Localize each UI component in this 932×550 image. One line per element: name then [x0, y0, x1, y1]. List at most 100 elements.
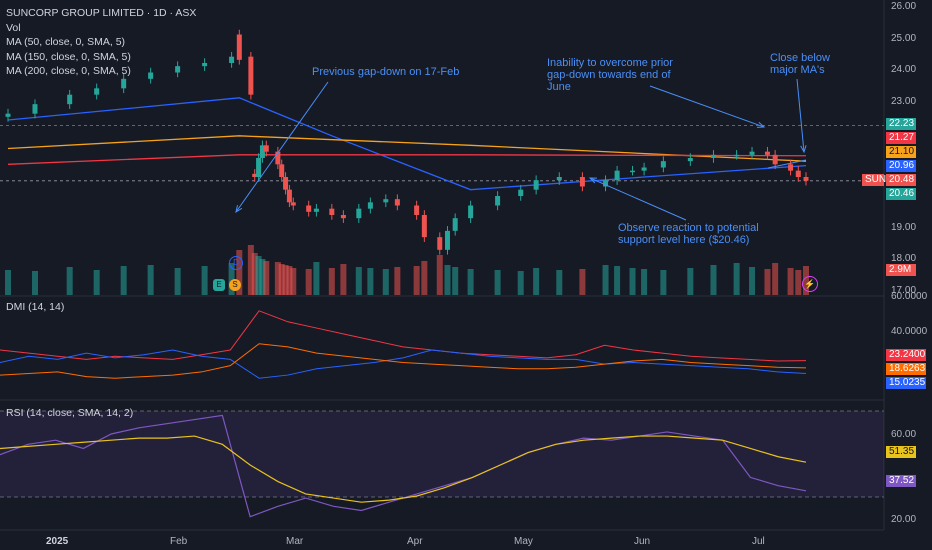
time-label: Mar: [286, 536, 304, 547]
rsi-tick: 60.00: [891, 429, 917, 440]
volume-bar: [517, 271, 524, 295]
chart-title: SUNCORP GROUP LIMITED · 1D · ASX: [6, 7, 197, 19]
price-tick: 25.00: [891, 33, 917, 44]
candle-body: [687, 158, 693, 162]
candle-body: [313, 208, 319, 212]
symbol-badge: SUN: [862, 174, 886, 186]
volume-bar: [533, 268, 540, 295]
price-badge-support: 20.46: [886, 188, 916, 200]
candle-body: [630, 170, 636, 173]
volume-bar: [174, 268, 181, 295]
volume-bar: [201, 266, 208, 295]
price-tick: 19.00: [891, 222, 917, 233]
annotation-inability: Inability to overcome prior gap-down tow…: [547, 57, 673, 93]
volume-bar: [710, 265, 717, 295]
candle-body: [229, 56, 235, 63]
volume-bar: [787, 268, 794, 295]
volume-bar: [251, 253, 258, 295]
dmi-badge-plus: 15.0235: [886, 377, 926, 389]
candle-body: [175, 66, 181, 73]
volume-bar: [614, 266, 621, 295]
candle-body: [279, 164, 285, 177]
volume-bar: [660, 270, 667, 295]
candle-body: [468, 205, 474, 219]
volume-bar: [733, 263, 740, 295]
ma50-legend: MA (50, close, 0, SMA, 5): [6, 36, 126, 48]
volume-bar: [286, 266, 293, 295]
ma200-legend: MA (200, close, 0, SMA, 5): [6, 65, 131, 77]
candle-body: [283, 177, 289, 190]
dmi-legend: DMI (14, 14): [6, 300, 64, 315]
price-tick: 24.00: [891, 64, 917, 75]
volume-bar: [31, 271, 38, 295]
candle-body: [795, 170, 801, 177]
price-badge-ma150: 21.10: [886, 146, 916, 158]
annotation-support: Observe reaction to potential support le…: [618, 222, 759, 246]
volume-bar: [452, 267, 459, 295]
volume-bar: [259, 259, 266, 295]
volume-bar: [355, 267, 362, 295]
adx-line: [0, 310, 807, 362]
candle-body: [749, 151, 755, 155]
arrow-inability: [649, 85, 765, 128]
candle-body: [94, 88, 100, 95]
volume-bar: [556, 270, 563, 295]
candle-body: [603, 180, 609, 187]
candle-body: [329, 208, 335, 215]
volume-bar: [5, 270, 11, 295]
candle-body: [275, 151, 281, 165]
time-label: Apr: [407, 536, 423, 547]
ma200-line: [7, 154, 807, 165]
candle-body: [259, 145, 265, 158]
price-tick: 26.00: [891, 1, 917, 12]
price-tick: 23.00: [891, 96, 917, 107]
candle-body: [579, 177, 585, 187]
chart-legend: SUNCORP GROUP LIMITED · 1D · ASX Vol MA …: [6, 6, 196, 79]
volume-bar: [602, 265, 609, 295]
candle-body: [32, 104, 38, 114]
candle-body: [383, 199, 389, 203]
lightning-alert-icon[interactable]: ⚡: [802, 276, 818, 292]
volume-bar: [282, 265, 289, 295]
dmi-badge-minus: 18.6263: [886, 363, 926, 375]
volume-bar: [413, 266, 420, 295]
minus-di-line: [0, 343, 807, 379]
volume-bar: [772, 263, 779, 295]
candle-body: [290, 202, 296, 206]
candle-body: [367, 202, 373, 209]
candle-body: [444, 230, 450, 250]
candle-body: [660, 161, 666, 168]
volume-bar: [340, 264, 347, 295]
split-marker-icon[interactable]: S: [229, 279, 241, 291]
dmi-badge-adx: 23.2400: [886, 349, 926, 361]
candle-body: [263, 145, 269, 152]
candle-body: [121, 78, 127, 89]
dividend-marker-icon[interactable]: D: [229, 256, 243, 270]
volume-bar: [263, 261, 270, 295]
arrow-close-below-tail: [767, 159, 807, 169]
volume-bar: [328, 268, 335, 295]
volume-bar: [120, 266, 127, 295]
ma150-legend: MA (150, close, 0, SMA, 5): [6, 50, 131, 63]
candle-body: [772, 154, 778, 165]
candle-body: [452, 218, 458, 231]
price-badge-ma50: 20.96: [886, 160, 916, 172]
volume-bar: [494, 270, 501, 295]
volume-bar: [795, 270, 802, 295]
volume-bar: [93, 270, 100, 295]
candle-body: [518, 189, 524, 196]
rsi-legend: RSI (14, close, SMA, 14, 2): [6, 406, 133, 421]
earnings-marker-icon[interactable]: E: [213, 279, 225, 291]
candle-body: [641, 167, 647, 171]
candle-body: [286, 189, 292, 203]
volume-legend: Vol: [6, 21, 21, 34]
volume-bar: [749, 267, 756, 295]
volume-bar: [629, 268, 636, 295]
ma150-line: [7, 135, 807, 162]
arrow-inability-head: [756, 121, 766, 128]
arrow-gap-down: [235, 81, 329, 213]
volume-bar: [290, 268, 297, 295]
rsi-badge-ma: 51.35: [886, 446, 916, 458]
candle-body: [394, 199, 400, 206]
